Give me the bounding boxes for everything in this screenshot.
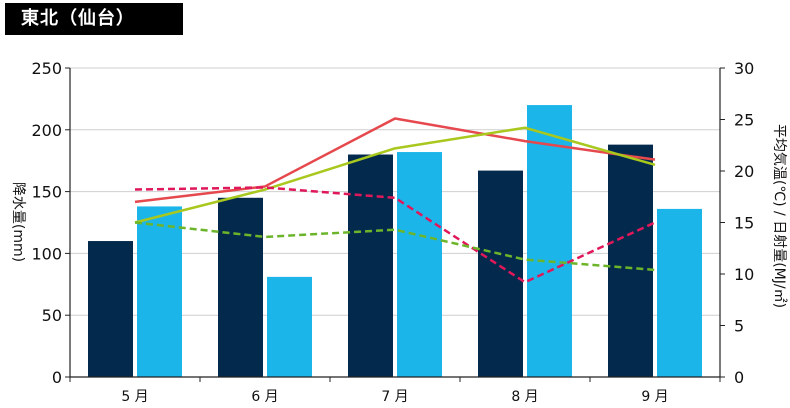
y-tick-label-left: 100 (31, 244, 62, 263)
bar (397, 152, 442, 377)
chart-title: 東北（仙台） (5, 3, 183, 35)
y-tick-label-right: 30 (734, 59, 754, 78)
bars (88, 105, 702, 377)
y-axis-label-right: 平均気温(℃) / 日射量(MJ/㎡) (771, 124, 787, 308)
left-tick-labels: 0 50 100 150 200 250 (31, 59, 62, 387)
right-tick-labels: 0 5 10 15 20 25 30 (734, 59, 754, 387)
bar (218, 197, 263, 377)
x-tick-label: 6 月 (251, 389, 278, 405)
bar (478, 170, 523, 377)
bar (527, 105, 572, 377)
x-tick-label: 5 月 (121, 389, 148, 405)
y-tick-label-left: 150 (31, 183, 62, 202)
series-line (134, 126, 656, 224)
y-tick-label-left: 0 (52, 368, 62, 387)
bar (267, 276, 312, 377)
series-line (134, 117, 656, 204)
y-tick-label-left: 250 (31, 59, 62, 78)
y-tick-label-right: 0 (734, 368, 744, 387)
x-tick-label: 9 月 (641, 389, 668, 405)
bar (608, 144, 653, 377)
bar (88, 241, 133, 377)
x-tick-label: 7 月 (381, 389, 408, 405)
series-line (134, 221, 656, 272)
y-tick-label-left: 200 (31, 121, 62, 140)
y-tick-label-right: 10 (734, 265, 754, 284)
bar (348, 154, 393, 377)
bar (657, 208, 702, 377)
y-tick-label-right: 25 (734, 111, 754, 130)
series-line (134, 186, 656, 284)
y-tick-label-right: 15 (734, 214, 754, 233)
x-tick-labels: 5 月 6 月 7 月 8 月 9 月 (121, 389, 668, 405)
y-tick-label-right: 20 (734, 162, 754, 181)
y-axis-label-left: 降水量(mm) (10, 182, 26, 262)
x-tick-label: 8 月 (511, 389, 538, 405)
y-tick-label-left: 50 (42, 306, 62, 325)
y-tick-label-right: 5 (734, 317, 744, 336)
bar (137, 206, 182, 377)
lines (134, 117, 656, 284)
axes (65, 67, 725, 382)
